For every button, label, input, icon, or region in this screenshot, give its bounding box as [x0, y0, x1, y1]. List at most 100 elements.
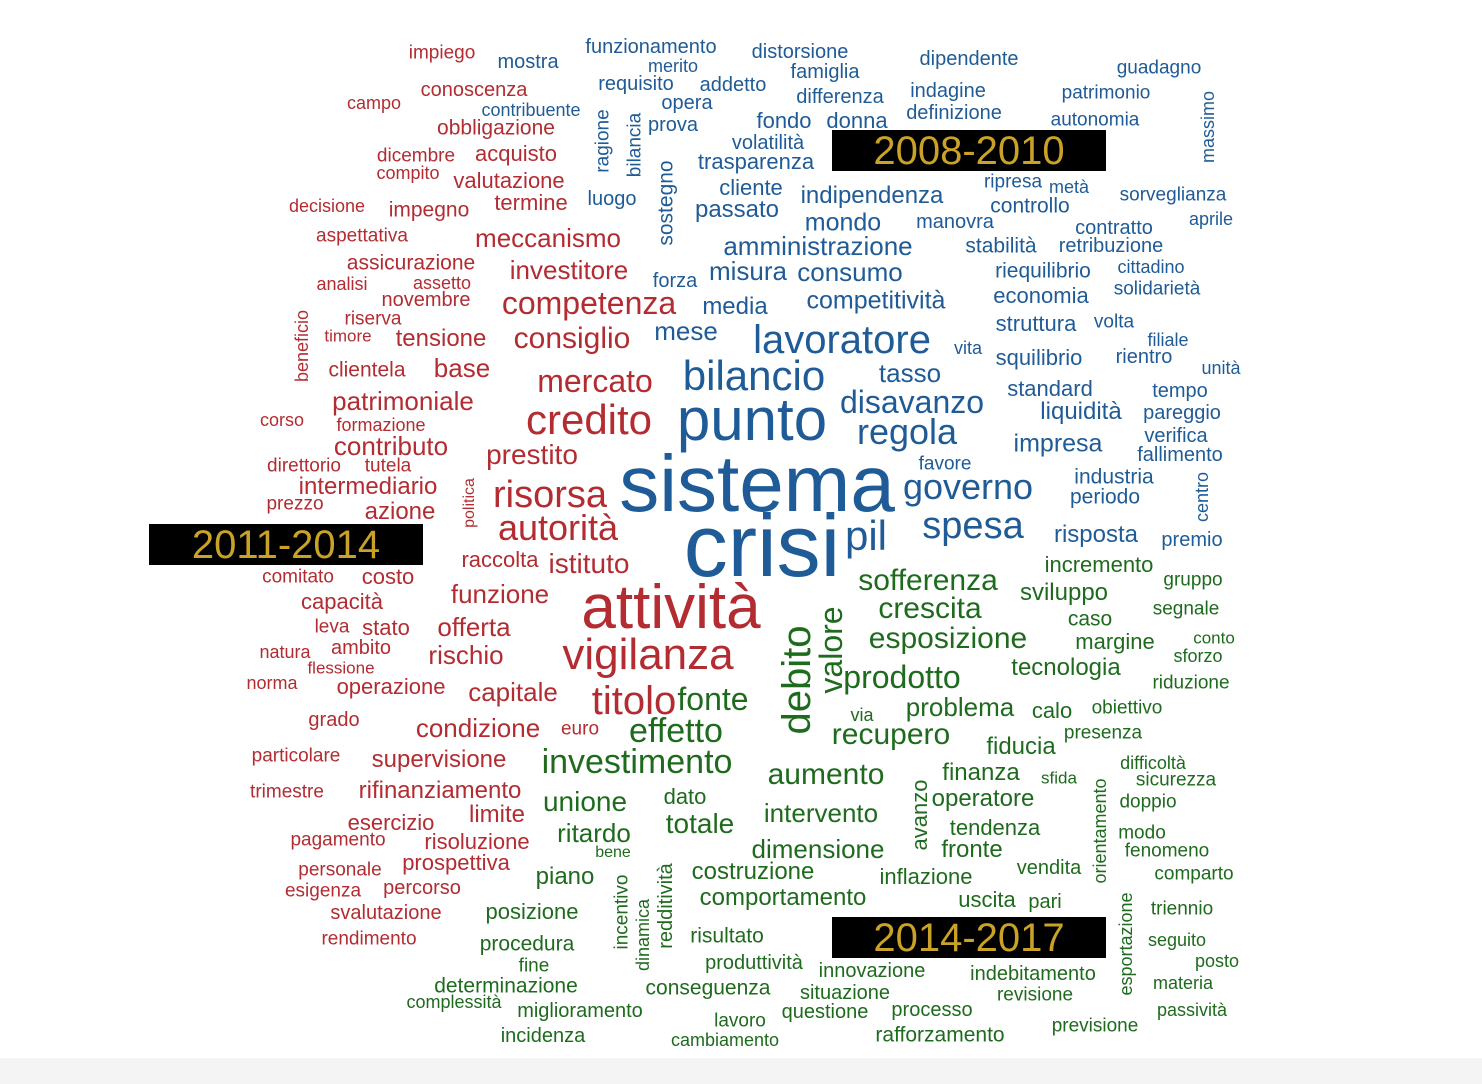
word-flessione: flessione: [307, 658, 375, 678]
word-condizione: condizione: [415, 713, 541, 743]
word-recupero: recupero: [831, 718, 951, 751]
word-redditività: redditività: [655, 863, 677, 949]
word-posizione: posizione: [485, 899, 579, 924]
word-unione: unione: [542, 786, 628, 817]
word-riduzione: riduzione: [1152, 672, 1230, 694]
word-fallimento: fallimento: [1137, 444, 1223, 466]
word-famiglia: famiglia: [790, 61, 860, 83]
word-investitore: investitore: [509, 255, 629, 285]
word-raccolta: raccolta: [461, 547, 539, 572]
word-merito: merito: [647, 56, 699, 76]
word-obbligazione: obbligazione: [437, 116, 555, 140]
period-label-2014-2017: 2014-2017: [832, 917, 1106, 958]
word-metà: metà: [1048, 177, 1090, 197]
word-contratto: contratto: [1075, 217, 1153, 239]
word-distorsione: distorsione: [751, 41, 849, 63]
word-prospettiva: prospettiva: [402, 850, 510, 875]
word-valore: valore: [813, 606, 849, 694]
word-materia: materia: [1152, 973, 1214, 993]
word-fronte: fronte: [941, 836, 1003, 863]
word-decisione: decisione: [288, 196, 366, 216]
word-intermediario: intermediario: [298, 473, 438, 500]
word-termine: termine: [494, 190, 568, 215]
word-sicurezza: sicurezza: [1135, 769, 1217, 791]
word-corso: corso: [259, 410, 305, 430]
word-premio: premio: [1161, 529, 1223, 551]
word-stabilità: stabilità: [965, 234, 1037, 258]
word-esposizione: esposizione: [868, 622, 1028, 655]
word-complessità: complessità: [406, 992, 502, 1012]
word-timore: timore: [324, 326, 372, 346]
word-dimensione: dimensione: [751, 834, 885, 864]
word-modo: modo: [1118, 822, 1166, 844]
word-regola: regola: [856, 411, 958, 452]
word-conoscenza: conoscenza: [420, 79, 528, 101]
word-risultato: risultato: [690, 924, 764, 948]
word-operatore: operatore: [931, 785, 1035, 812]
word-caso: caso: [1067, 607, 1113, 631]
word-seguito: seguito: [1147, 930, 1207, 950]
word-tecnologia: tecnologia: [1011, 654, 1121, 681]
word-mostra: mostra: [497, 51, 559, 73]
word-sofferenza: sofferenza: [858, 564, 998, 597]
word-forza: forza: [652, 270, 698, 292]
word-personale: personale: [298, 859, 382, 881]
word-consumo: consumo: [797, 257, 903, 287]
word-attività: attività: [581, 573, 761, 642]
word-tutela: tutela: [364, 455, 412, 477]
word-patrimoniale: patrimoniale: [332, 386, 474, 416]
word-revisione: revisione: [996, 984, 1074, 1006]
word-sistema: sistema: [619, 439, 895, 528]
word-beneficio: beneficio: [292, 309, 312, 383]
word-azione: azione: [364, 498, 436, 525]
word-retribuzione: retribuzione: [1058, 235, 1164, 257]
word-operazione: operazione: [336, 674, 446, 699]
word-amministrazione: amministrazione: [723, 231, 913, 261]
word-media: media: [702, 293, 768, 320]
word-competenza: competenza: [501, 285, 677, 321]
word-definizione: definizione: [906, 102, 1002, 124]
word-periodo: periodo: [1069, 485, 1141, 509]
word-supervisione: supervisione: [371, 746, 507, 773]
word-natura: natura: [259, 642, 311, 662]
word-percorso: percorso: [383, 877, 461, 899]
word-risposta: risposta: [1053, 521, 1139, 548]
word-vendita: vendita: [1016, 857, 1082, 879]
word-ragione: ragione: [592, 109, 614, 173]
word-dipendente: dipendente: [919, 48, 1019, 70]
word-tempo: tempo: [1152, 380, 1208, 402]
word-pari: pari: [1028, 891, 1062, 913]
word-norma: norma: [246, 673, 298, 693]
word-tensione: tensione: [395, 325, 487, 352]
word-prodotto: prodotto: [843, 659, 961, 695]
word-comportamento: comportamento: [699, 884, 867, 911]
word-guadagno: guadagno: [1116, 57, 1202, 79]
word-indagine: indagine: [910, 80, 986, 102]
word-massimo: massimo: [1198, 90, 1218, 164]
word-incentivo: incentivo: [611, 874, 633, 950]
word-conseguenza: conseguenza: [645, 976, 771, 1000]
word-bilancia: bilancia: [624, 112, 646, 178]
word-opera: opera: [661, 92, 713, 114]
word-problema: problema: [905, 692, 1015, 722]
word-standard: standard: [1007, 376, 1093, 401]
word-base: base: [433, 353, 491, 383]
word-trimestre: trimestre: [250, 781, 324, 803]
word-capacità: capacità: [301, 589, 383, 614]
word-impegno: impegno: [388, 198, 470, 222]
word-inflazione: inflazione: [879, 864, 973, 889]
word-crisi: crisi: [683, 496, 841, 595]
word-squilibrio: squilibrio: [995, 345, 1083, 370]
word-risoluzione: risoluzione: [424, 829, 530, 854]
word-credito: credito: [525, 396, 653, 443]
word-offerta: offerta: [437, 612, 511, 642]
word-istituto: istituto: [548, 548, 630, 579]
word-mercato: mercato: [537, 363, 653, 399]
word-sviluppo: sviluppo: [1019, 579, 1109, 606]
word-grado: grado: [308, 709, 360, 731]
word-triennio: triennio: [1150, 898, 1214, 920]
word-doppio: doppio: [1119, 791, 1177, 813]
word-solidarietà: solidarietà: [1113, 278, 1201, 300]
word-struttura: struttura: [995, 311, 1077, 336]
